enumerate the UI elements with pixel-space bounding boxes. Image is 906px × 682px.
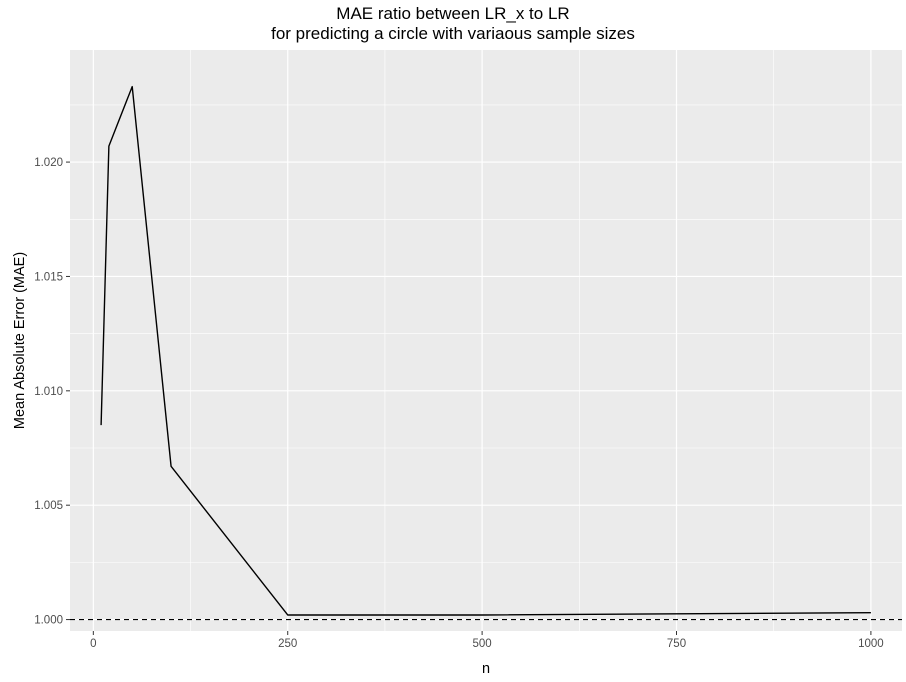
chart-subtitle: for predicting a circle with variaous sa…: [271, 24, 635, 43]
y-tick-label: 1.000: [34, 615, 63, 627]
y-tick-label: 1.020: [34, 157, 63, 169]
y-axis-ticks: 1.000 1.005 1.010 1.015 1.020: [34, 157, 70, 627]
series-layer: [100, 85, 871, 616]
series-line: [100, 85, 871, 616]
minor-gridlines: [70, 50, 902, 631]
chart-title: MAE ratio between LR_x to LR: [336, 4, 570, 23]
x-axis-title: n: [482, 661, 490, 677]
x-tick-label: 500: [473, 638, 492, 650]
x-tick-label: 750: [667, 638, 686, 650]
x-tick-label: 250: [278, 638, 297, 650]
y-tick-label: 1.010: [34, 386, 63, 398]
y-tick-label: 1.015: [34, 271, 63, 283]
x-tick-label: 1000: [858, 638, 884, 650]
y-axis-title: Mean Absolute Error (MAE): [12, 252, 28, 429]
x-tick-label: 0: [90, 638, 96, 650]
x-axis-ticks: 0 250 500 750 1000: [90, 631, 884, 650]
y-tick-label: 1.005: [34, 500, 63, 512]
plot-panel: [70, 50, 902, 631]
